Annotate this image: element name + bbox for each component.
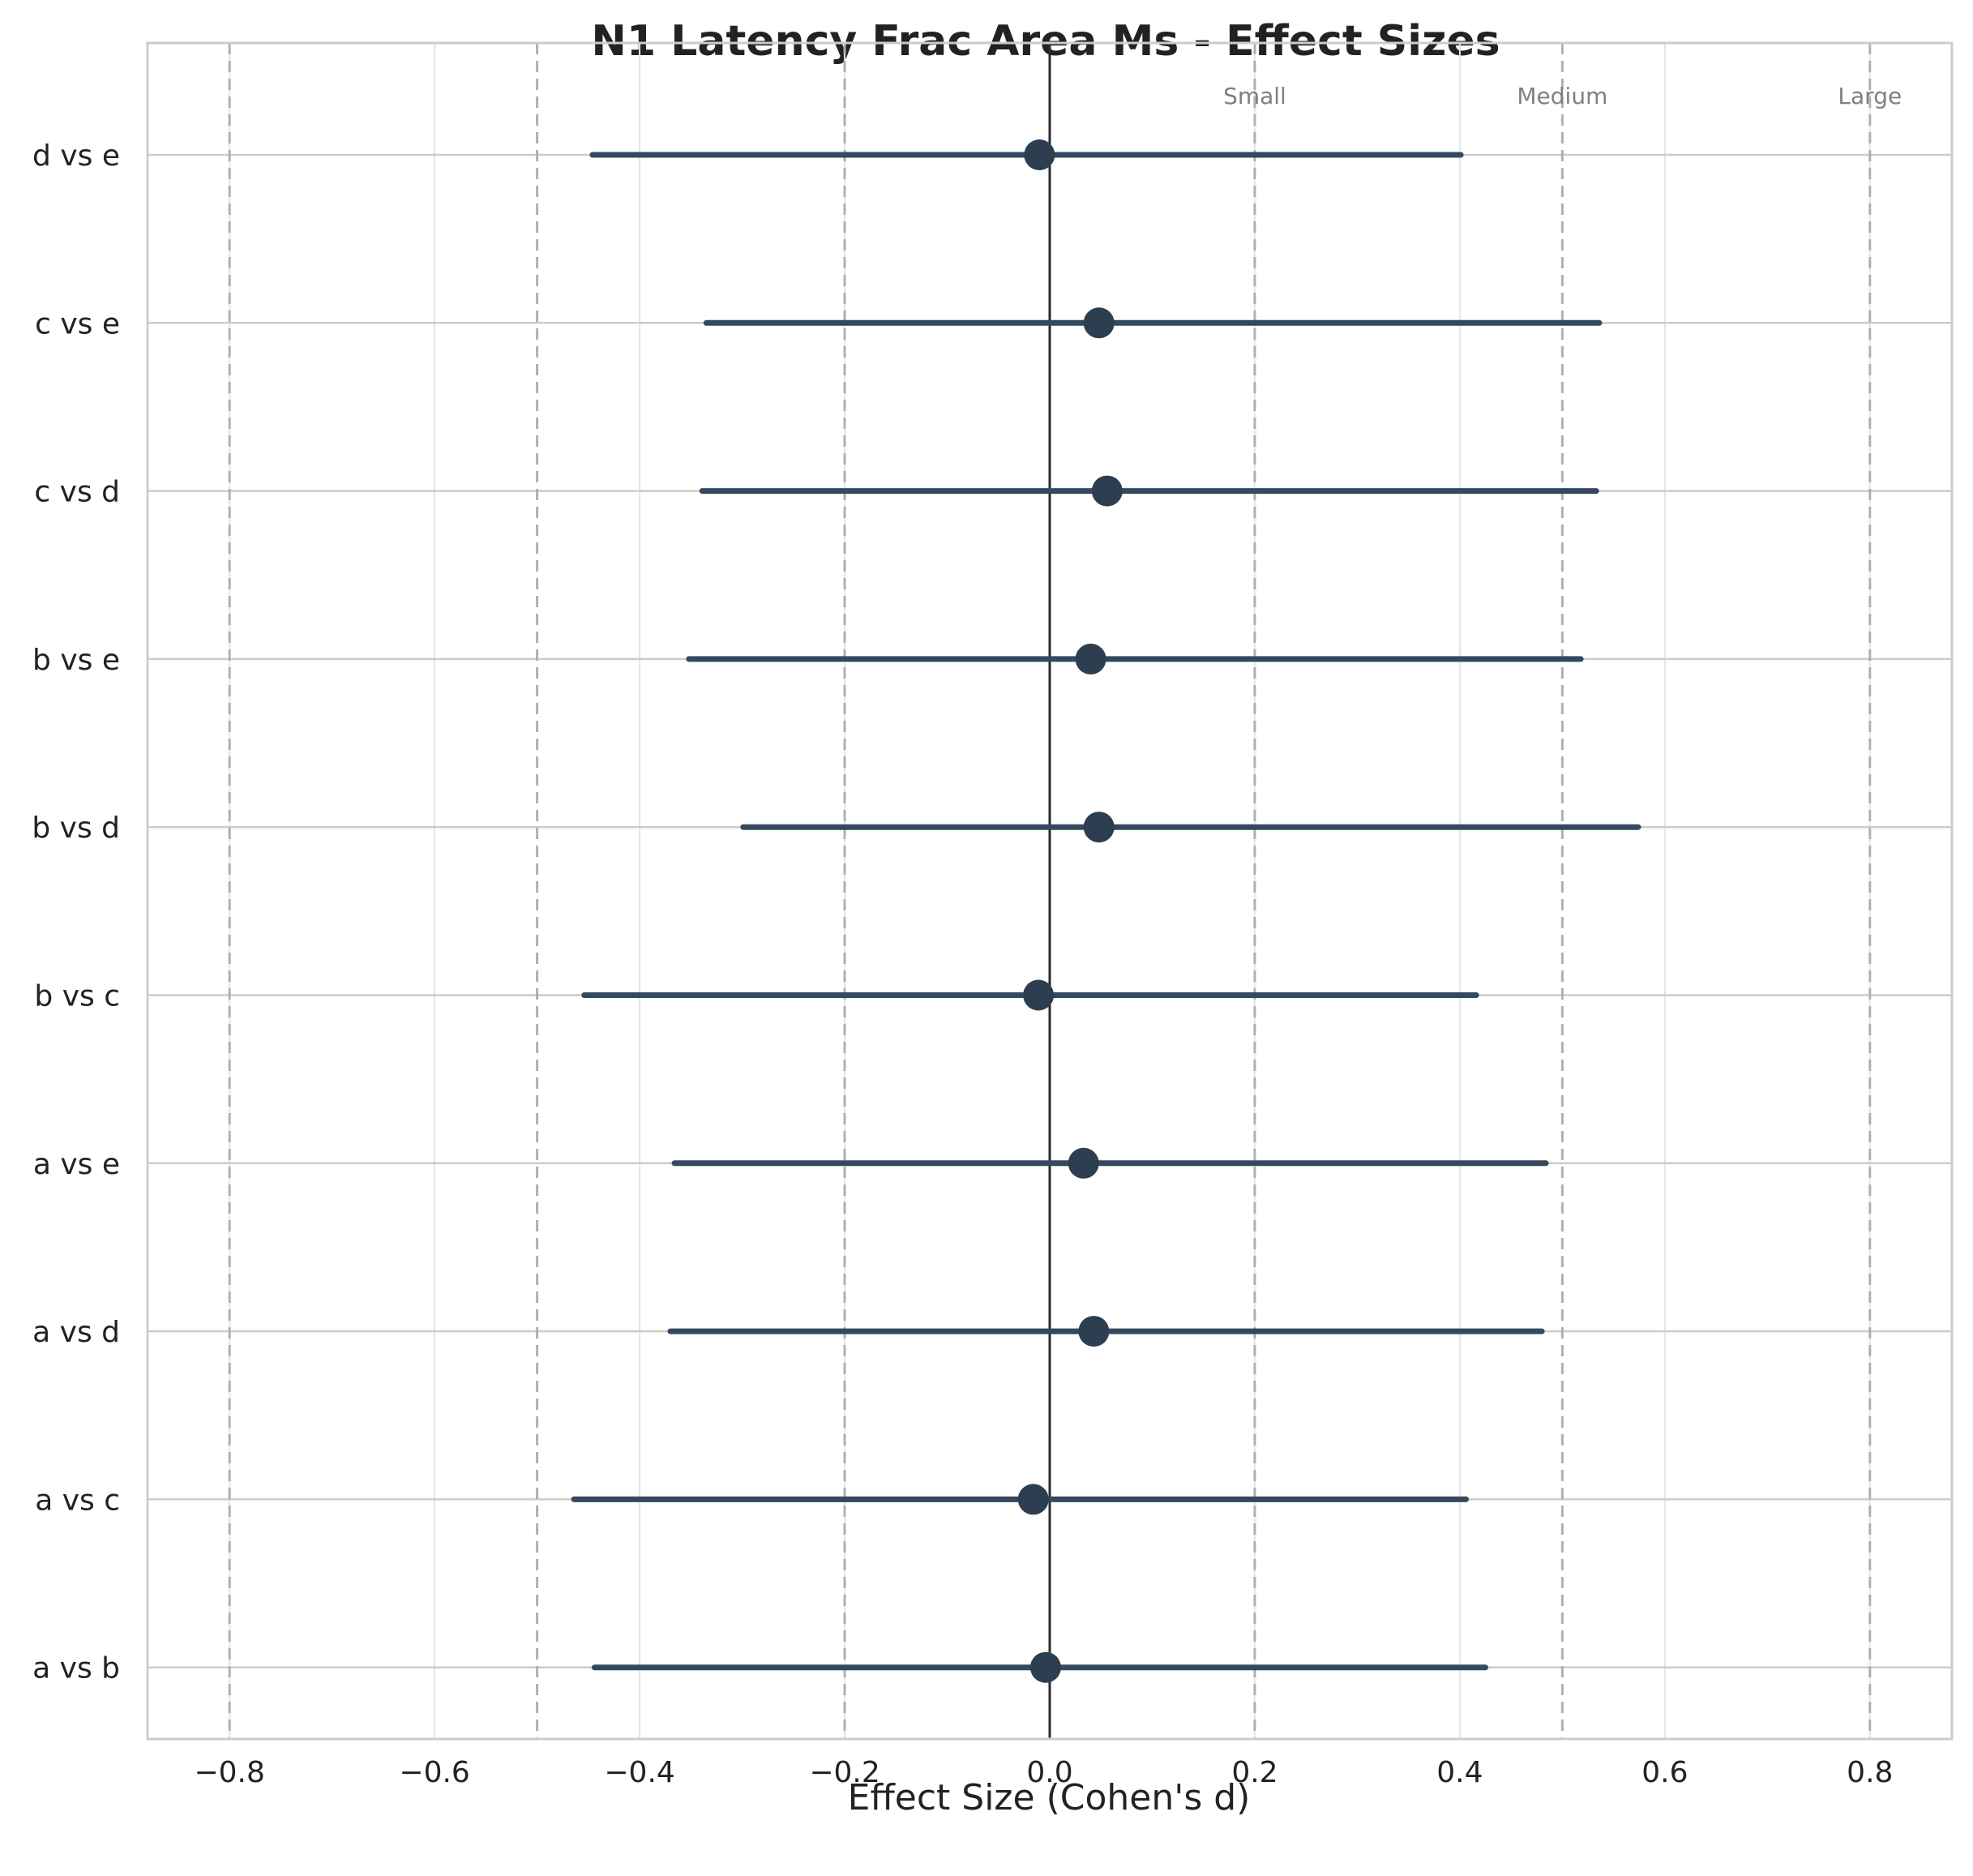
forest-row-a-vs-b <box>591 1651 1489 1683</box>
forest-row-c-vs-d <box>699 475 1599 507</box>
forest-row-b-vs-d <box>740 812 1641 843</box>
x-tick-label: 0.0 <box>1026 1756 1072 1789</box>
forest-row-a-vs-c <box>571 1484 1469 1515</box>
y-tick-label: b vs d <box>32 812 120 845</box>
point-estimate <box>1068 1147 1099 1179</box>
y-tick-label: a vs d <box>32 1316 120 1349</box>
point-estimate <box>1075 643 1106 675</box>
y-tick-label: c vs d <box>34 476 120 509</box>
point-estimate <box>1083 812 1115 843</box>
x-tick-label: 0.6 <box>1641 1756 1688 1789</box>
point-estimate <box>1029 1651 1061 1683</box>
plot-border <box>146 41 1954 1741</box>
reference-lines: Small Medium Large <box>228 43 1902 1739</box>
forest-row-b-vs-c <box>581 979 1479 1011</box>
x-tick-label: −0.8 <box>194 1756 264 1789</box>
chart-title: N1 Latency Frac Area Ms - Effect Sizes <box>591 17 1500 66</box>
y-tick-label: a vs b <box>32 1652 120 1685</box>
forest-row-d-vs-e <box>589 139 1464 170</box>
x-tick-label: −0.4 <box>604 1756 674 1789</box>
y-tick-label: b vs e <box>32 644 120 677</box>
plot-frame <box>146 41 1954 1741</box>
point-estimate <box>1024 139 1055 170</box>
forest-row-a-vs-d <box>667 1316 1545 1347</box>
forest-row-b-vs-e <box>686 643 1584 675</box>
y-axis: a vs b a vs c a vs d a vs e b vs c b vs d b vs… <box>32 139 120 1685</box>
point-estimate <box>1017 1484 1049 1515</box>
x-tick-label: 0.4 <box>1436 1756 1483 1789</box>
threshold-label-medium: Medium <box>1517 83 1607 109</box>
x-axis-label: Effect Size (Cohen's d) <box>848 1777 1251 1818</box>
threshold-label-small: Small <box>1223 83 1286 109</box>
x-tick-label: −0.6 <box>399 1756 469 1789</box>
x-tick-label: −0.2 <box>809 1756 880 1789</box>
y-tick-label: b vs c <box>34 980 120 1013</box>
x-tick-label: 0.2 <box>1231 1756 1278 1789</box>
forest-row-c-vs-e <box>703 307 1603 339</box>
point-estimate <box>1078 1316 1110 1347</box>
y-tick-label: a vs c <box>35 1484 120 1517</box>
point-estimate <box>1023 979 1055 1011</box>
y-tick-label: a vs e <box>33 1148 120 1181</box>
x-axis: −0.8 −0.6 −0.4 −0.2 0.0 0.2 0.4 0.6 0.8 <box>194 1756 1893 1789</box>
forest-row-a-vs-e <box>671 1147 1549 1179</box>
y-tick-label: d vs e <box>32 139 120 173</box>
y-tick-label: c vs e <box>35 307 120 341</box>
threshold-label-large: Large <box>1838 83 1902 109</box>
point-estimate <box>1091 475 1123 507</box>
data-layer <box>571 139 1641 1683</box>
point-estimate <box>1083 307 1115 339</box>
x-tick-label: 0.8 <box>1847 1756 1893 1789</box>
